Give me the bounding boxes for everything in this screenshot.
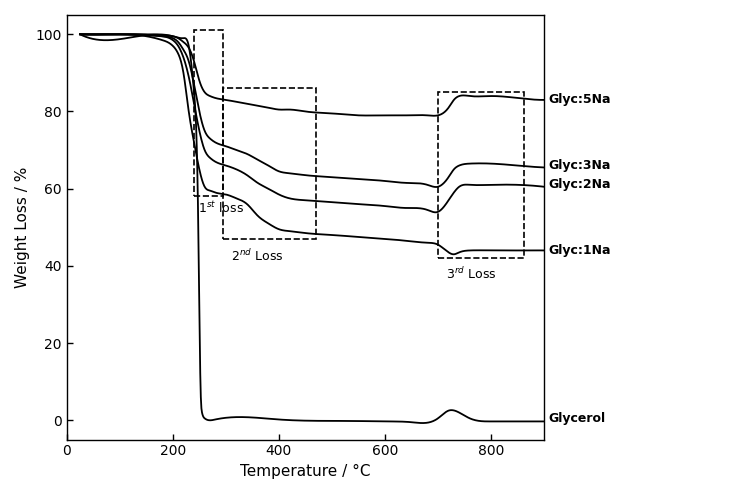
- Bar: [438, 92, 524, 258]
- Text: Glycerol: Glycerol: [548, 412, 605, 425]
- X-axis label: Temperature / °C: Temperature / °C: [240, 464, 371, 479]
- Text: 2$^{nd}$ Loss: 2$^{nd}$ Loss: [231, 248, 283, 264]
- Text: 3$^{rd}$ Loss: 3$^{rd}$ Loss: [446, 266, 497, 282]
- Bar: [194, 31, 223, 197]
- Text: 1$^{st}$ loss: 1$^{st}$ loss: [198, 200, 244, 216]
- Text: Glyc:3Na: Glyc:3Na: [548, 159, 611, 172]
- Bar: [223, 88, 316, 239]
- Text: Glyc:5Na: Glyc:5Na: [548, 93, 611, 106]
- Text: Glyc:1Na: Glyc:1Na: [548, 244, 611, 257]
- Y-axis label: Weight Loss / %: Weight Loss / %: [15, 166, 30, 288]
- Text: Glyc:2Na: Glyc:2Na: [548, 178, 611, 191]
